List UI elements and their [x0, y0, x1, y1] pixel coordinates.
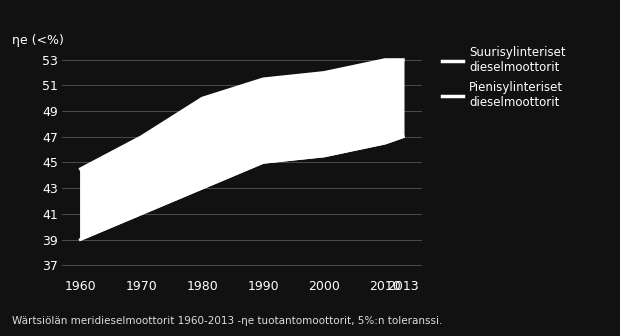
- Text: Wärtsiölän meridieselmoottorit 1960-2013 -ηe tuotantomoottorit, 5%:n toleranssi.: Wärtsiölän meridieselmoottorit 1960-2013…: [12, 316, 443, 326]
- Text: ηe (<%): ηe (<%): [12, 34, 64, 47]
- Legend: Suurisylinteriset
dieselmoottorit, Pienisylinteriset
dieselmoottorit: Suurisylinteriset dieselmoottorit, Pieni…: [442, 46, 565, 109]
